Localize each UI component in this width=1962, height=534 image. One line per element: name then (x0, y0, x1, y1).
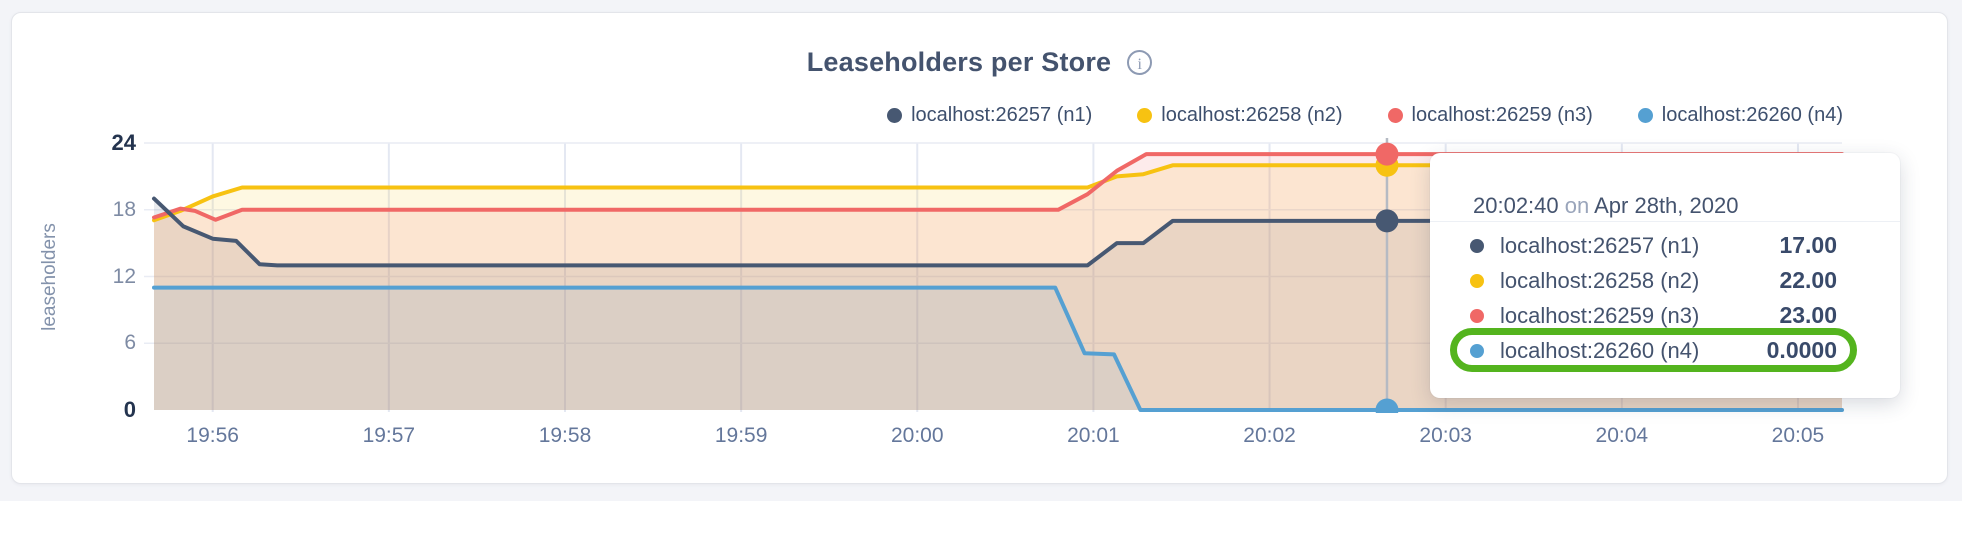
legend-item-n4[interactable]: localhost:26260 (n4) (1637, 103, 1843, 127)
legend-label: localhost:26258 (n2) (1161, 103, 1343, 126)
area-fill-n3 (154, 154, 1842, 410)
series-dot-icon (1137, 107, 1153, 123)
tooltip-time: 20:02:40 (1473, 193, 1559, 218)
hover-dot-n4 (1375, 398, 1399, 413)
tooltip-row-value: 22.00 (1779, 267, 1837, 293)
tooltip-timestamp: 20:02:40 on Apr 28th, 2020 (1473, 193, 1738, 219)
tooltip-row-n1: localhost:26257 (n1) 17.00 (1430, 228, 1900, 263)
legend-label: localhost:26260 (n4) (1661, 103, 1843, 126)
series-line-n3 (152, 152, 1844, 222)
x-tick-19:58: 19:58 (538, 424, 592, 447)
legend-item-n3[interactable]: localhost:26259 (n3) (1387, 103, 1593, 127)
chart-legend: localhost:26257 (n1) localhost:26258 (n2… (887, 100, 1843, 130)
x-tick-19:56: 19:56 (186, 424, 239, 447)
legend-label: localhost:26259 (n3) (1411, 103, 1593, 126)
tooltip-row-label: localhost:26260 (n4) (1500, 337, 1700, 363)
chart-header: Leaseholders per Store i (11, 44, 1948, 80)
tooltip-row-value: 17.00 (1779, 232, 1837, 258)
tooltip-row-value: 0.0000 (1766, 337, 1837, 363)
hover-dot-n1 (1375, 209, 1399, 233)
series-dot-icon (1470, 308, 1484, 323)
x-tick-20:00: 20:00 (890, 424, 944, 447)
tooltip-row-n4: localhost:26260 (n4) 0.0000 (1430, 333, 1900, 368)
highlight-annotation-ring (1450, 328, 1857, 372)
tooltip-row-label: localhost:26259 (n3) (1500, 302, 1700, 328)
page-bottom-strip (0, 501, 1962, 534)
y-tick-6: 6 (124, 331, 136, 355)
series-dot-icon (1637, 107, 1653, 123)
legend-label: localhost:26257 (n1) (911, 103, 1093, 126)
series-dot-icon (1470, 273, 1484, 288)
y-tick-12: 12 (112, 264, 136, 288)
tooltip-row-n3: localhost:26259 (n3) 23.00 (1430, 298, 1900, 333)
tooltip-row-value: 23.00 (1779, 302, 1837, 328)
series-line-n4 (152, 285, 1844, 412)
x-tick-19:59: 19:59 (714, 424, 768, 447)
chart-tooltip: 20:02:40 on Apr 28th, 2020 localhost:262… (1430, 153, 1900, 398)
x-tick-20:04: 20:04 (1595, 424, 1649, 447)
y-tick-0: 0 (123, 397, 136, 422)
tooltip-row-label: localhost:26258 (n2) (1500, 267, 1700, 293)
tooltip-on-word: on (1558, 193, 1595, 218)
series-line-n2 (152, 163, 1844, 223)
y-tick-24: 24 (111, 130, 136, 155)
y-tick-18: 18 (112, 197, 136, 221)
x-tick-19:57: 19:57 (362, 424, 416, 447)
tooltip-divider (1430, 221, 1900, 222)
tooltip-row-label: localhost:26257 (n1) (1500, 232, 1700, 258)
tooltip-row-n2: localhost:26258 (n2) 22.00 (1430, 263, 1900, 298)
series-dot-icon (887, 107, 903, 123)
legend-item-n1[interactable]: localhost:26257 (n1) (887, 104, 1092, 127)
page-title: Leaseholders per Store (806, 46, 1112, 77)
tooltip-rows: localhost:26257 (n1) 17.00 localhost:262… (1430, 228, 1900, 368)
series-dot-icon (1387, 107, 1403, 123)
x-tick-20:01: 20:01 (1067, 424, 1120, 447)
tooltip-date: Apr 28th, 2020 (1594, 193, 1739, 218)
x-tick-20:03: 20:03 (1419, 424, 1472, 447)
series-line-n1 (152, 196, 1844, 268)
x-tick-20:02: 20:02 (1243, 424, 1296, 447)
legend-item-n2[interactable]: localhost:26258 (n2) (1137, 103, 1343, 127)
info-icon[interactable]: i (1127, 49, 1153, 75)
plot-area (152, 138, 1844, 413)
area-fill-n4 (154, 287, 1842, 410)
series-dot-icon (1470, 238, 1484, 253)
area-fill-n1 (154, 198, 1842, 410)
hover-dot-n3 (1375, 142, 1399, 166)
x-tick-20:05: 20:05 (1771, 424, 1825, 447)
